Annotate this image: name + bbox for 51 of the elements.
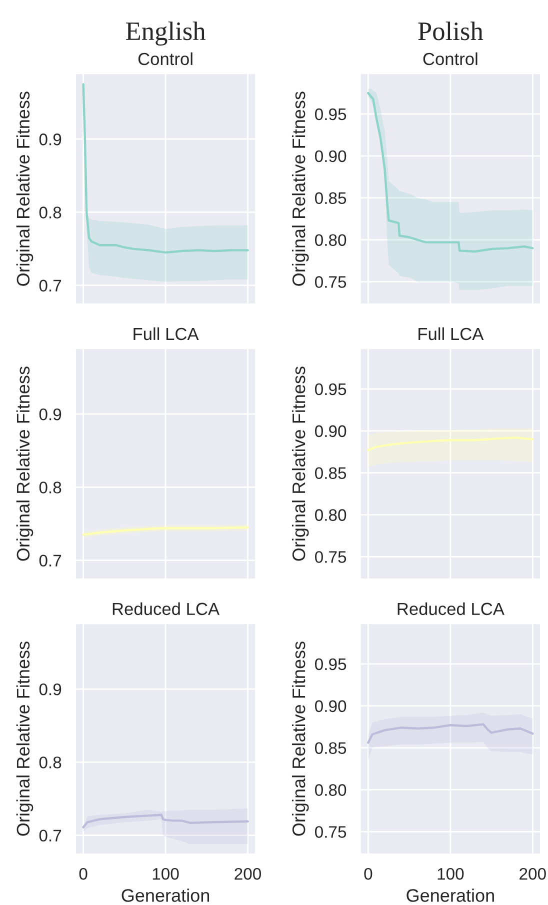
y-tick-label: 0.95	[315, 383, 346, 396]
chart-title: Full LCA	[134, 327, 199, 340]
y-tick-label: 0.7	[39, 554, 62, 567]
y-tick-label: 0.85	[315, 467, 346, 480]
line-series	[367, 723, 534, 744]
chart-title: Control	[138, 52, 192, 66]
chart-subtitle: English	[126, 22, 206, 46]
y-tick-label: 0.90	[315, 150, 346, 162]
x-tick-label: 100	[152, 868, 179, 880]
line-series	[367, 436, 534, 452]
line-series	[82, 814, 249, 828]
line-series	[82, 83, 249, 254]
y-tick-label: 0.85	[315, 742, 346, 754]
y-tick-label: 0.8	[39, 482, 62, 494]
x-tick-label: 200	[234, 868, 261, 880]
y-axis-title: Original Relative Fitness	[16, 642, 34, 836]
y-tick-label: 0.8	[39, 206, 62, 218]
y-tick-label: 0.95	[315, 108, 346, 120]
x-tick-label: 0	[79, 868, 88, 880]
y-tick-label: 0.75	[315, 551, 346, 563]
y-tick-label: 0.95	[315, 658, 346, 670]
chart-title: Reduced LCA	[398, 602, 504, 616]
y-tick-label: 0.75	[315, 826, 346, 838]
y-tick-label: 0.85	[315, 192, 346, 204]
chart-title: Control	[423, 52, 478, 66]
y-tick-label: 0.9	[39, 683, 62, 696]
x-tick-label: 200	[520, 868, 546, 880]
y-tick-label: 0.90	[315, 425, 346, 438]
y-axis-title: Original Relative Fitness	[16, 92, 34, 286]
y-tick-label: 0.90	[315, 700, 346, 712]
y-tick-label: 0.7	[39, 830, 62, 842]
x-axis-title: Generation	[122, 888, 210, 902]
y-tick-label: 0.75	[315, 276, 346, 288]
y-tick-label: 0.80	[315, 234, 346, 246]
y-tick-label: 0.9	[39, 134, 62, 146]
y-axis-title: Original Relative Fitness	[292, 642, 309, 836]
y-tick-label: 0.9	[39, 408, 62, 420]
y-axis-title: Original Relative Fitness	[292, 366, 309, 561]
y-tick-label: 0.7	[39, 280, 62, 292]
y-tick-label: 0.8	[39, 756, 62, 768]
line-series	[367, 92, 534, 253]
chart-title: Full LCA	[418, 327, 484, 340]
y-axis-title: Original Relative Fitness	[16, 366, 34, 561]
x-tick-label: 0	[364, 868, 372, 880]
y-axis-title: Original Relative Fitness	[292, 92, 309, 286]
y-tick-label: 0.80	[315, 784, 346, 796]
y-tick-label: 0.80	[315, 509, 346, 521]
chart-title: Reduced LCA	[112, 602, 220, 616]
x-tick-label: 100	[438, 868, 464, 880]
chart-subtitle: Polish	[418, 22, 484, 40]
x-axis-title: Generation	[406, 888, 494, 902]
